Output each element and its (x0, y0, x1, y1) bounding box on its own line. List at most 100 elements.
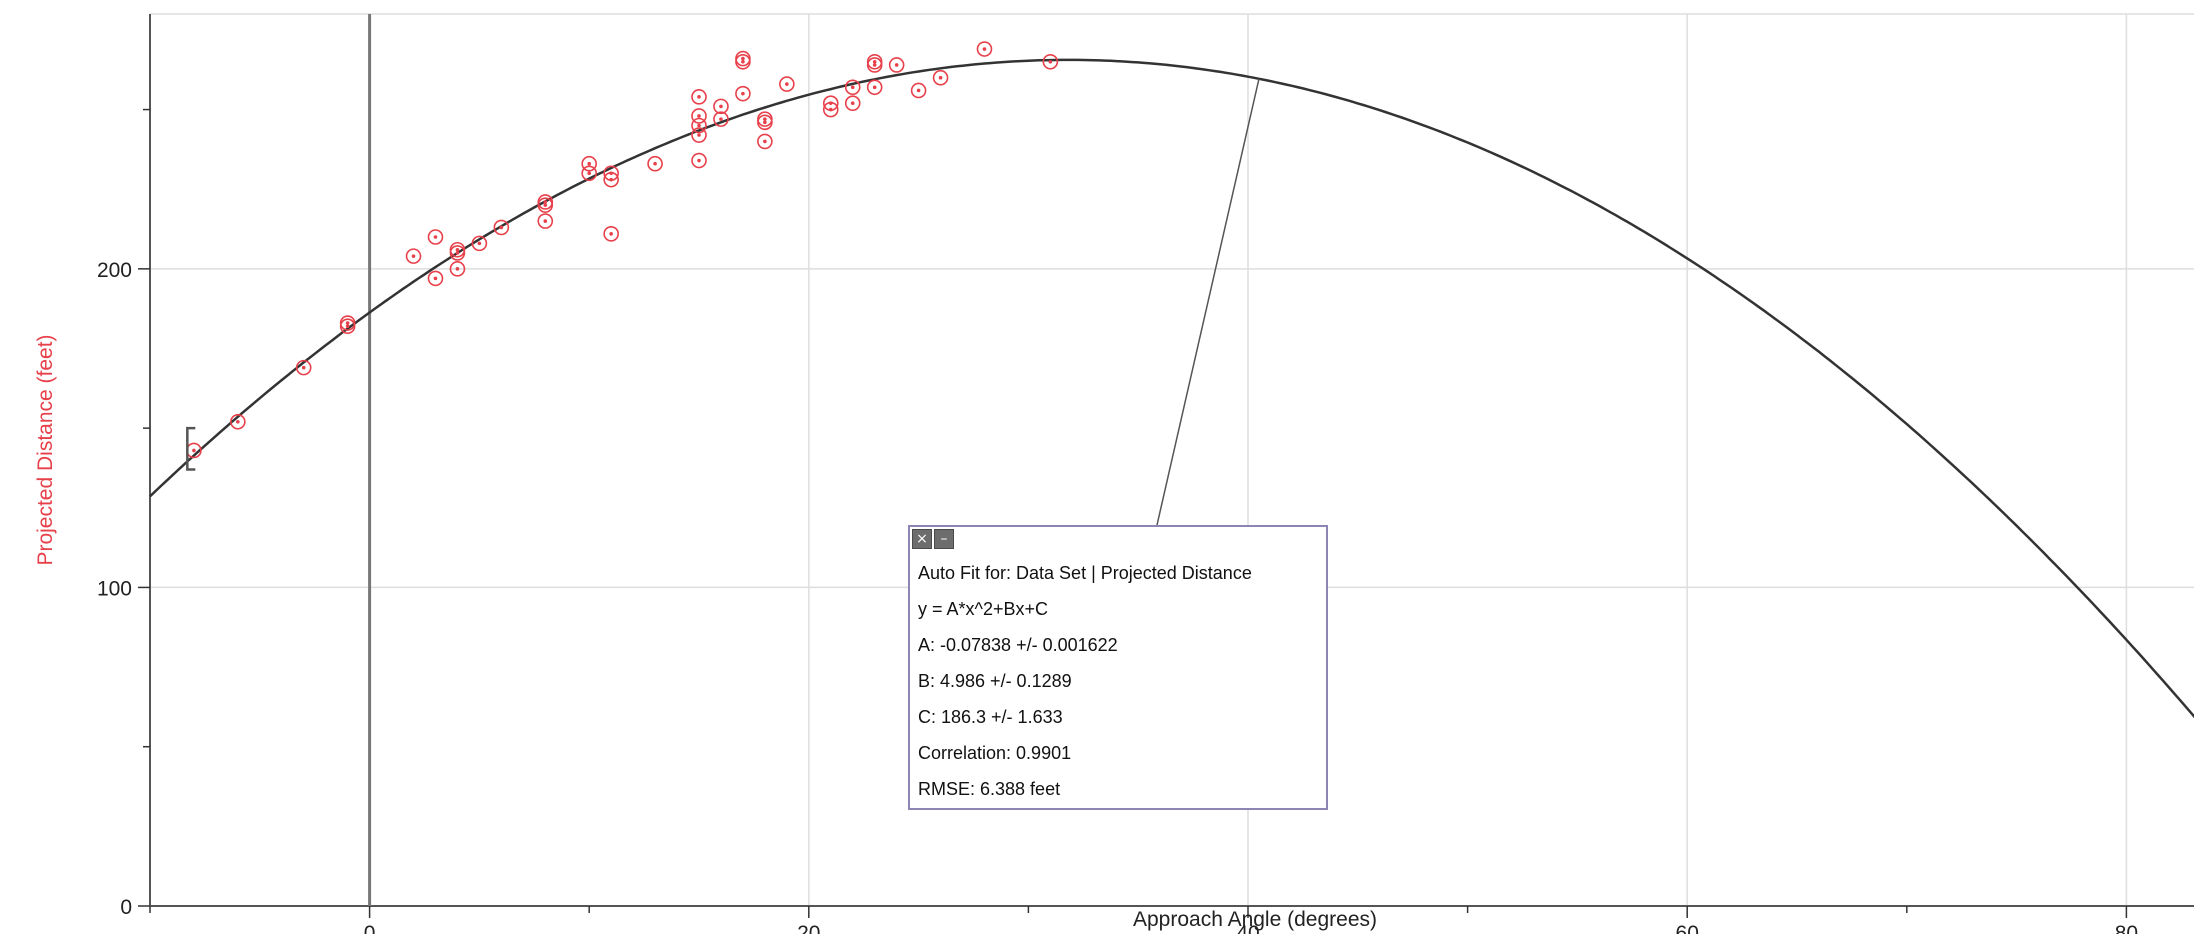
data-point-ring (735, 85, 751, 102)
data-point-dot (763, 120, 767, 125)
data-point-dot (872, 85, 877, 90)
data-point (1042, 53, 1059, 70)
data-point (647, 155, 663, 172)
data-point-dot (697, 95, 701, 99)
data-point-dot (697, 123, 701, 128)
data-point (691, 152, 707, 169)
fit-curve (149, 58, 2194, 719)
data-point (471, 235, 488, 252)
data-point-ring (493, 219, 510, 236)
fit-title: Auto Fit for: Data Set | Projected Dista… (918, 563, 1252, 583)
data-point-ring (691, 108, 707, 124)
data-point-ring (230, 413, 246, 430)
data-point-dot (763, 139, 767, 144)
data-point (493, 219, 510, 236)
data-point (844, 79, 861, 96)
data-point-dot (609, 171, 613, 176)
data-point-dot (411, 254, 416, 258)
data-point (603, 226, 619, 242)
data-point-ring (691, 117, 707, 134)
data-point-ring (844, 79, 861, 96)
y-tick-label: 0 (120, 896, 132, 919)
x-tick-label: 0 (364, 922, 376, 934)
data-point-ring (449, 241, 466, 258)
x-tick-label: 60 (1676, 922, 1699, 934)
data-point-ring (713, 111, 729, 127)
x-tick-label: 20 (797, 922, 820, 934)
data-point-ring (757, 133, 773, 150)
fit-box-content: Auto Fit for: Data Set | Projected Dista… (918, 555, 1320, 807)
data-point-dot (697, 114, 701, 118)
data-point-ring (449, 261, 466, 277)
data-point-ring (339, 315, 356, 331)
data-point (537, 194, 554, 210)
data-point-dot (872, 59, 877, 64)
data-point-ring (691, 152, 707, 169)
data-point-dot (192, 448, 196, 453)
data-point-dot (697, 158, 701, 163)
data-point (581, 155, 598, 172)
data-point-ring (691, 127, 707, 143)
data-point-dot (499, 225, 504, 230)
data-point-ring (976, 41, 993, 57)
data-point-ring (757, 111, 773, 127)
data-point-ring (427, 270, 444, 287)
data-point (691, 117, 707, 134)
fit-equation: y = A*x^2+Bx+C (918, 599, 1049, 619)
data-point (735, 85, 751, 102)
data-point-ring (581, 165, 598, 182)
minimize-icon[interactable]: – (934, 529, 954, 549)
data-point (735, 50, 751, 67)
data-point-ring (822, 95, 839, 111)
data-point (713, 98, 729, 115)
fit-curve-layer (149, 58, 2194, 719)
fit-correlation: Correlation: 0.9901 (918, 743, 1072, 763)
data-point-dot (872, 63, 877, 67)
auto-fit-box[interactable]: × – Auto Fit for: Data Set | Projected D… (908, 525, 1328, 810)
data-point-ring (1042, 53, 1059, 70)
data-point-ring (581, 155, 598, 172)
data-point-ring (405, 248, 422, 264)
data-point-dot (741, 91, 745, 96)
data-point-dot (433, 235, 438, 239)
data-point-dot (828, 101, 833, 105)
data-point-dot (455, 251, 460, 255)
data-point-dot (345, 321, 350, 325)
close-icon[interactable]: × (912, 529, 932, 549)
data-point-ring (866, 53, 883, 70)
data-point (405, 248, 422, 264)
data-point (691, 89, 707, 105)
data-point-ring (888, 57, 905, 73)
data-point-dot (543, 219, 548, 223)
data-point-dot (543, 200, 548, 204)
data-point-dot (850, 101, 855, 105)
data-point-dot (301, 365, 306, 370)
data-point (449, 241, 466, 258)
data-point-ring (537, 194, 554, 210)
data-point (844, 95, 861, 111)
data-point (713, 111, 729, 127)
axis-ticks: 0 20 40 60 80 0 100 200 (97, 108, 2138, 934)
fit-leader-line (1156, 78, 1260, 526)
data-point-dot (894, 63, 899, 67)
data-point-ring (471, 235, 488, 252)
data-points (186, 41, 1059, 459)
data-point (339, 315, 356, 331)
data-point (427, 270, 444, 287)
data-point-ring (647, 155, 663, 172)
data-point (691, 108, 707, 124)
data-point-dot (785, 82, 789, 86)
data-point-ring (932, 69, 949, 86)
fit-param-b: B: 4.986 +/- 0.1289 (918, 671, 1072, 691)
data-point (757, 133, 773, 150)
data-point-ring (713, 98, 729, 115)
data-point-ring (603, 165, 619, 182)
data-point-ring (735, 50, 751, 67)
data-point (779, 76, 795, 92)
data-point (449, 261, 466, 277)
y-tick-label: 100 (97, 577, 132, 600)
data-point (757, 111, 773, 127)
fit-param-c: C: 186.3 +/- 1.633 (918, 707, 1063, 727)
annotation-marks (186, 78, 1260, 526)
